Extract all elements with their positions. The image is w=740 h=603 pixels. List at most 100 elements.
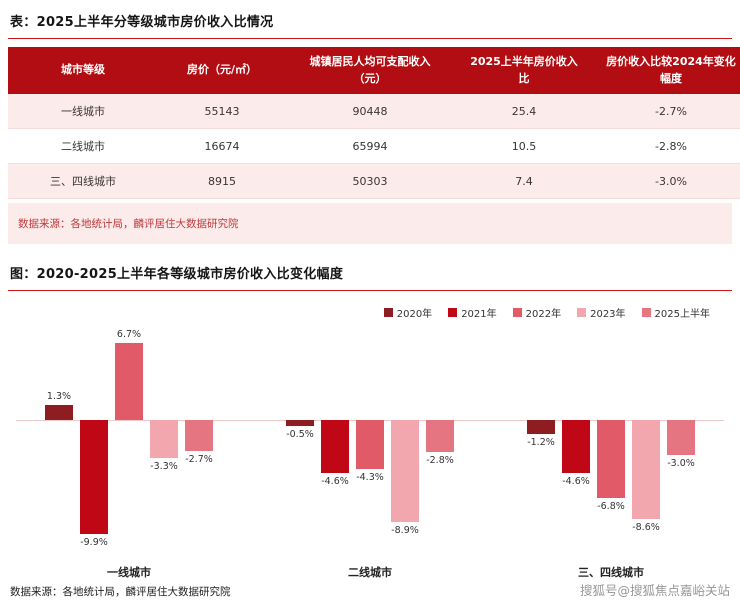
legend-item: 2020年 [383,305,433,320]
legend-item: 2022年 [512,305,562,320]
bar-slot: -9.9% [80,328,108,554]
legend-swatch [641,308,651,317]
table-source: 数据来源：各地统计局，麟评居住大数据研究院 [8,203,732,244]
bar-value-label: -9.9% [80,536,108,548]
bar-slot: -4.6% [321,328,349,554]
bar-value-label: -2.7% [185,454,213,466]
price-income-table: 城市等级 房价（元/㎡） 城镇居民人均可支配收入（元） 2025上半年房价收入比… [8,47,740,199]
cell-change: -2.8% [594,128,740,164]
category-label: 一线城市 [107,566,151,579]
cell-price: 8915 [158,163,286,199]
column-header-income: 城镇居民人均可支配收入（元） [286,47,454,94]
bar-slot: -2.7% [185,328,213,554]
bar-value-label: -2.8% [426,455,454,467]
bar-value-label: 6.7% [116,328,142,340]
column-header-city-tier: 城市等级 [8,47,158,94]
bar-value-label: -1.2% [527,436,555,448]
chart-bar [185,420,213,452]
bar-slot: -8.9% [391,328,419,554]
bar-slot: -4.6% [562,328,590,554]
cell-city-tier: 二线城市 [8,128,158,164]
bar-slot: -3.3% [150,328,178,554]
cell-income: 90448 [286,94,454,129]
bar-value-label: -3.3% [150,460,178,472]
table-header-row: 城市等级 房价（元/㎡） 城镇居民人均可支配收入（元） 2025上半年房价收入比… [8,47,740,94]
category-label: 三、四线城市 [578,566,644,579]
chart-bar [391,420,419,523]
chart-bar [562,420,590,473]
cell-ratio: 25.4 [454,94,594,129]
chart-bar [150,420,178,458]
bar-value-label: -3.0% [667,457,695,469]
bar-value-label: -8.9% [391,525,419,537]
legend-label: 2020年 [396,309,433,320]
chart-source: 数据来源：各地统计局，麟评居住大数据研究院 [10,586,231,598]
column-header-change: 房价收入比较2024年变化幅度 [594,47,740,94]
report-page: 表：2025上半年分等级城市房价收入比情况 城市等级 房价（元/㎡） 城镇居民人… [8,8,740,598]
legend-swatch [577,308,587,317]
cell-price: 55143 [158,94,286,129]
chart-category-labels: 一线城市 二线城市 三、四线城市 [8,564,732,580]
chart-bar [667,420,695,455]
table-row: 一线城市 55143 90448 25.4 -2.7% [8,94,740,129]
cell-income: 50303 [286,163,454,199]
chart-bar [426,420,454,453]
bar-slot: -4.3% [356,328,384,554]
chart-bar [115,342,143,420]
legend-item: 2025上半年 [641,305,710,320]
bar-slot: -3.0% [667,328,695,554]
bar-group: -1.2% -4.6% -6.8% -8.6% -3.0% [516,328,706,554]
legend-label: 2021年 [461,309,497,320]
bar-slot: -6.8% [597,328,625,554]
cell-city-tier: 三、四线城市 [8,163,158,199]
legend-swatch [512,308,522,317]
column-header-price: 房价（元/㎡） [158,47,286,94]
chart-bar [356,420,384,470]
chart-bar [321,420,349,473]
bar-value-label: -8.6% [632,521,660,533]
bar-slot: 1.3% [45,328,73,554]
chart-bar [45,405,73,420]
legend-label: 2023年 [590,309,626,320]
bar-value-label: -6.8% [597,501,625,513]
bar-slot: -8.6% [632,328,660,554]
footer: 数据来源：各地统计局，麟评居住大数据研究院 搜狐号@搜狐焦点嘉峪关站 [8,580,732,603]
bar-group: 1.3% -9.9% 6.7% -3.3% -2.7% [34,328,224,554]
chart-bar [80,420,108,534]
bar-value-label: -4.6% [562,475,590,487]
cell-income: 65994 [286,128,454,164]
chart-legend: 2020年 2021年 2022年 2023年 2025上半年 [8,297,732,320]
chart-bar [597,420,625,499]
legend-label: 2025上半年 [654,309,710,320]
table-row: 二线城市 16674 65994 10.5 -2.8% [8,128,740,164]
bar-value-label: -0.5% [286,428,314,440]
table-row: 三、四线城市 8915 50303 7.4 -3.0% [8,163,740,199]
chart-groups: 1.3% -9.9% 6.7% -3.3% -2.7% -0.5% -4.6% -4.3% -8… [8,328,732,554]
bar-slot: -2.8% [426,328,454,554]
cell-ratio: 7.4 [454,163,594,199]
category-label: 二线城市 [348,566,392,579]
chart-plot: 1.3% -9.9% 6.7% -3.3% -2.7% -0.5% -4.6% -4.3% -8… [8,328,732,554]
bar-value-label: -4.6% [321,475,349,487]
watermark: 搜狐号@搜狐焦点嘉峪关站 [579,583,730,598]
cell-change: -2.7% [594,94,740,129]
bar-value-label: -4.3% [356,472,384,484]
column-header-ratio: 2025上半年房价收入比 [454,47,594,94]
cell-ratio: 10.5 [454,128,594,164]
bar-slot: -0.5% [286,328,314,554]
cell-city-tier: 一线城市 [8,94,158,129]
bar-slot: -1.2% [527,328,555,554]
legend-swatch [448,308,458,317]
chart-title: 图：2020-2025上半年各等级城市房价收入比变化幅度 [8,260,732,291]
cell-change: -3.0% [594,163,740,199]
chart-bar [527,420,555,434]
legend-item: 2021年 [448,305,497,320]
bar-slot: 6.7% [115,328,143,554]
bar-value-label: 1.3% [46,391,72,403]
table-title: 表：2025上半年分等级城市房价收入比情况 [8,8,732,39]
legend-label: 2022年 [525,309,562,320]
chart-bar [286,420,314,426]
legend-item: 2023年 [577,305,626,320]
chart-bar [632,420,660,519]
cell-price: 16674 [158,128,286,164]
